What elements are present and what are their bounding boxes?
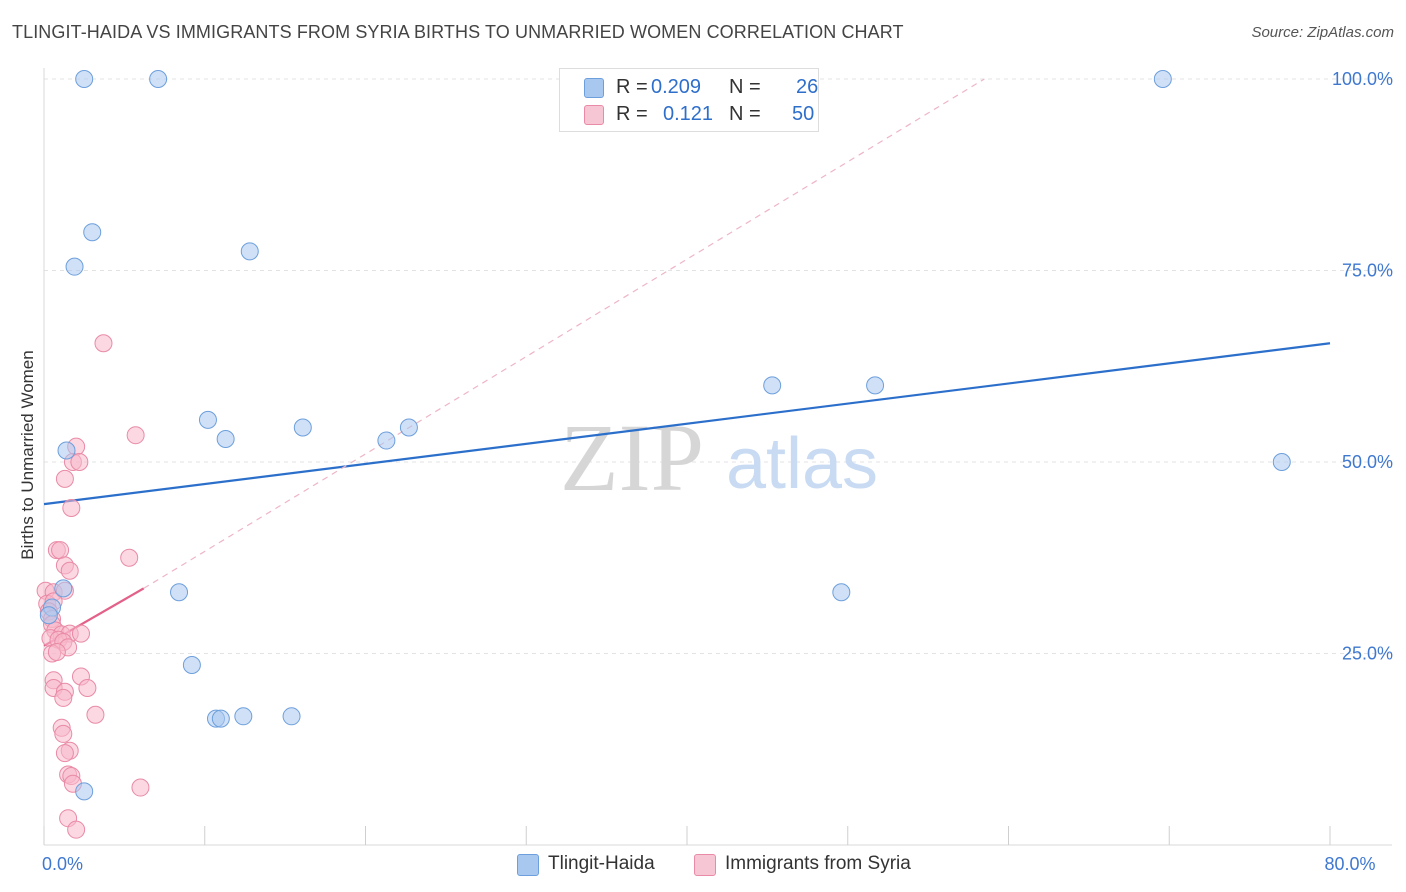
point-tlingit-haida <box>763 376 782 395</box>
point-tlingit-haida <box>39 606 58 625</box>
x-tick-label: 80.0% <box>1324 854 1375 874</box>
bottom-legend: Tlingit-Haida Immigrants from Syria <box>0 851 1406 877</box>
point-immigrants-from-syria <box>71 624 90 643</box>
watermark: ZIP atlas <box>560 404 878 511</box>
point-tlingit-haida <box>1272 453 1291 471</box>
y-tick-label: 75.0% <box>1342 261 1393 281</box>
y-tick-label: 50.0% <box>1342 452 1393 472</box>
source-credit: Source: ZipAtlas.com <box>1251 24 1394 41</box>
bottom-legend-label-immigrants-from-syria: Immigrants from Syria <box>725 853 911 874</box>
point-tlingit-haida <box>170 583 189 602</box>
point-tlingit-haida <box>240 242 259 261</box>
point-immigrants-from-syria <box>120 548 139 567</box>
legend: R = 0.209 N = 26 R = 0.121 N = 50 <box>559 68 819 132</box>
legend-n-label: N = <box>729 75 761 98</box>
legend-r-label: R = <box>616 102 648 125</box>
legend-n-value: 26 <box>796 75 819 98</box>
axes <box>43 68 1392 846</box>
bottom-legend-swatch-immigrants-from-syria <box>694 854 716 876</box>
point-tlingit-haida <box>216 430 235 449</box>
point-immigrants-from-syria <box>67 820 86 839</box>
legend-swatch-tlingit-haida <box>584 78 604 98</box>
point-immigrants-from-syria <box>47 642 66 661</box>
point-tlingit-haida <box>832 583 851 602</box>
trend-line-extension-immigrants-from-syria <box>143 78 985 589</box>
data-points <box>36 70 1291 839</box>
gridlines <box>44 78 1392 654</box>
point-tlingit-haida <box>83 223 102 242</box>
point-tlingit-haida <box>293 418 312 437</box>
point-immigrants-from-syria <box>51 541 70 560</box>
tick-labels: 25.0% 50.0% 75.0% 100.0% 0.0% 80.0% <box>42 69 1393 874</box>
bottom-legend-swatch-tlingit-haida <box>517 854 539 876</box>
legend-n-value: 50 <box>792 102 815 125</box>
point-tlingit-haida <box>399 418 418 437</box>
legend-r-label: R = <box>616 75 648 98</box>
point-tlingit-haida <box>211 709 230 728</box>
point-tlingit-haida <box>234 707 253 726</box>
legend-n-label: N = <box>729 102 761 125</box>
y-tick-label: 25.0% <box>1342 644 1393 664</box>
legend-r-value: 0.209 <box>651 75 702 98</box>
watermark-zip: ZIP <box>560 404 704 511</box>
point-immigrants-from-syria <box>54 724 73 743</box>
point-immigrants-from-syria <box>62 498 81 517</box>
legend-swatch-immigrants-from-syria <box>584 105 604 125</box>
chart-title: TLINGIT-HAIDA VS IMMIGRANTS FROM SYRIA B… <box>12 22 904 42</box>
point-tlingit-haida <box>75 782 94 801</box>
point-tlingit-haida <box>1153 70 1172 88</box>
y-tick-label: 100.0% <box>1332 69 1393 89</box>
point-tlingit-haida <box>57 441 76 460</box>
point-tlingit-haida <box>182 655 201 674</box>
point-immigrants-from-syria <box>70 453 89 471</box>
y-axis-label: Births to Unmarried Women <box>18 350 37 559</box>
point-immigrants-from-syria <box>60 561 79 580</box>
point-tlingit-haida <box>75 70 94 88</box>
point-immigrants-from-syria <box>131 778 150 797</box>
x-tick-label: 0.0% <box>42 854 83 874</box>
watermark-atlas: atlas <box>726 424 878 504</box>
bottom-legend-label-tlingit-haida: Tlingit-Haida <box>548 853 655 874</box>
point-tlingit-haida <box>54 579 73 598</box>
trend-lines <box>43 78 1331 647</box>
point-immigrants-from-syria <box>55 469 74 488</box>
point-immigrants-from-syria <box>78 678 97 697</box>
point-tlingit-haida <box>282 707 301 726</box>
point-tlingit-haida <box>198 410 217 429</box>
point-immigrants-from-syria <box>55 744 74 763</box>
point-immigrants-from-syria <box>86 705 105 724</box>
trend-line-tlingit-haida <box>43 342 1331 506</box>
point-immigrants-from-syria <box>54 688 73 707</box>
point-tlingit-haida <box>65 257 84 276</box>
point-immigrants-from-syria <box>94 334 113 353</box>
point-tlingit-haida <box>149 70 168 88</box>
point-tlingit-haida <box>377 431 396 450</box>
point-tlingit-haida <box>866 376 885 395</box>
legend-r-value: 0.121 <box>663 102 714 125</box>
point-immigrants-from-syria <box>126 426 145 445</box>
